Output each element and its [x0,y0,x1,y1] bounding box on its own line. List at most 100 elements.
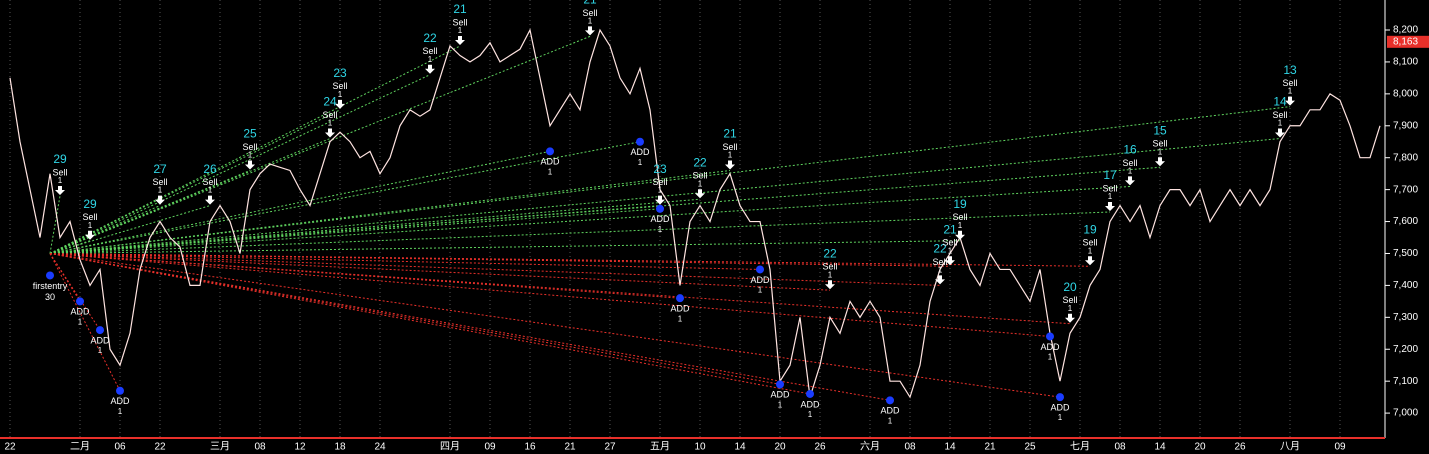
price-line [9,28,1381,399]
sell-count: 29 [83,197,97,211]
sell-arrow [1275,128,1285,138]
sell-count: 24 [323,95,337,109]
sell-qty: 1 [1288,87,1293,96]
add-marker [1046,332,1054,341]
signal-line [49,252,761,270]
sell-label: Sell [452,17,467,27]
sell-label: Sell [952,212,967,222]
x-tick-label: 14 [944,442,956,453]
sell-qty: 1 [828,270,833,279]
y-tick-label: 7,900 [1393,120,1418,131]
signal-line [49,211,1111,254]
sell-label: Sell [692,171,707,181]
sell-qty: 1 [1278,119,1283,128]
add-label: ADD [1050,403,1070,413]
x-tick-label: 21 [984,442,996,453]
x-tick-label: 08 [1114,442,1126,453]
signal-line [49,252,1051,337]
x-tick-label: 14 [734,442,746,453]
sell-arrow [695,189,705,199]
sell-label: Sell [1122,158,1137,168]
signal-line [49,253,121,391]
sell-qty: 1 [1108,192,1113,201]
y-tick-label: 7,000 [1393,408,1418,419]
sell-arrow [335,99,345,109]
sell-count: 19 [1083,222,1097,236]
y-tick-label: 8,000 [1393,88,1418,99]
signal-line [49,198,701,254]
sell-arrow [945,256,955,266]
add-marker [546,147,554,156]
add-label: ADD [670,304,690,314]
sell-count: 16 [1123,143,1137,157]
sell-arrow [85,230,95,240]
add-marker [76,297,84,306]
sell-count: 22 [693,155,707,169]
x-tick-label: 08 [904,442,916,453]
add-label: ADD [770,390,790,400]
sell-arrow [55,186,65,196]
sell-qty: 1 [428,55,433,64]
sell-qty: 1 [698,179,703,188]
signal-line [49,252,941,286]
sell-count: 23 [333,66,347,80]
sell-arrow [1125,176,1135,186]
sell-count: 22 [823,246,837,260]
sell-qty: 1 [328,119,333,128]
signal-line [49,185,1131,254]
sell-qty: 1 [458,26,463,35]
entry-marker [46,271,54,280]
sell-label: Sell [82,212,97,222]
last-price-label: 8,163 [1393,36,1418,47]
sell-count: 29 [53,152,67,166]
sell-arrow [1065,313,1075,323]
signal-line [49,45,461,254]
x-tick-label: 二月 [70,441,90,453]
add-qty: 1 [808,410,813,419]
sell-count: 23 [653,162,667,176]
sell-label: Sell [1282,78,1297,88]
add-label: ADD [110,396,130,406]
add-marker [776,380,784,389]
sell-arrow [325,128,335,138]
add-marker [96,326,104,335]
sell-qty: 1 [1128,167,1133,176]
sell-arrow [1285,96,1295,106]
signal-line [49,253,101,331]
signal-line [49,252,831,291]
signal-line [49,141,641,254]
y-tick-label: 7,700 [1393,184,1418,195]
sell-count: 17 [1103,168,1117,182]
sell-arrow [1105,201,1115,211]
x-tick-label: 24 [374,442,386,453]
signal-line [49,195,61,254]
add-qty: 1 [98,346,103,355]
sell-qty: 1 [1158,147,1163,156]
x-tick-label: 14 [1154,442,1166,453]
add-qty: 1 [888,416,893,425]
entry-label: firstentry [33,281,68,291]
y-tick-label: 7,100 [1393,376,1418,387]
sell-qty: 1 [338,90,343,99]
signal-line [49,150,551,254]
sell-label: Sell [242,142,257,152]
sell-arrow [935,275,945,285]
signal-line [49,252,1091,267]
add-marker [116,386,124,395]
y-tick-label: 7,800 [1393,152,1418,163]
y-tick-label: 7,200 [1393,344,1418,355]
x-tick-label: 27 [604,442,616,453]
add-qty: 1 [678,314,683,323]
sell-count: 19 [953,197,967,211]
sell-qty: 1 [248,151,253,160]
x-tick-label: 12 [294,442,306,453]
x-tick-label: 五月 [650,441,670,453]
signal-line [49,138,1281,254]
sell-count: 21 [943,222,957,236]
y-tick-label: 8,100 [1393,57,1418,68]
signal-line [49,252,681,299]
sell-label: Sell [52,167,67,177]
add-qty: 1 [638,158,643,167]
add-qty: 1 [1048,353,1053,362]
